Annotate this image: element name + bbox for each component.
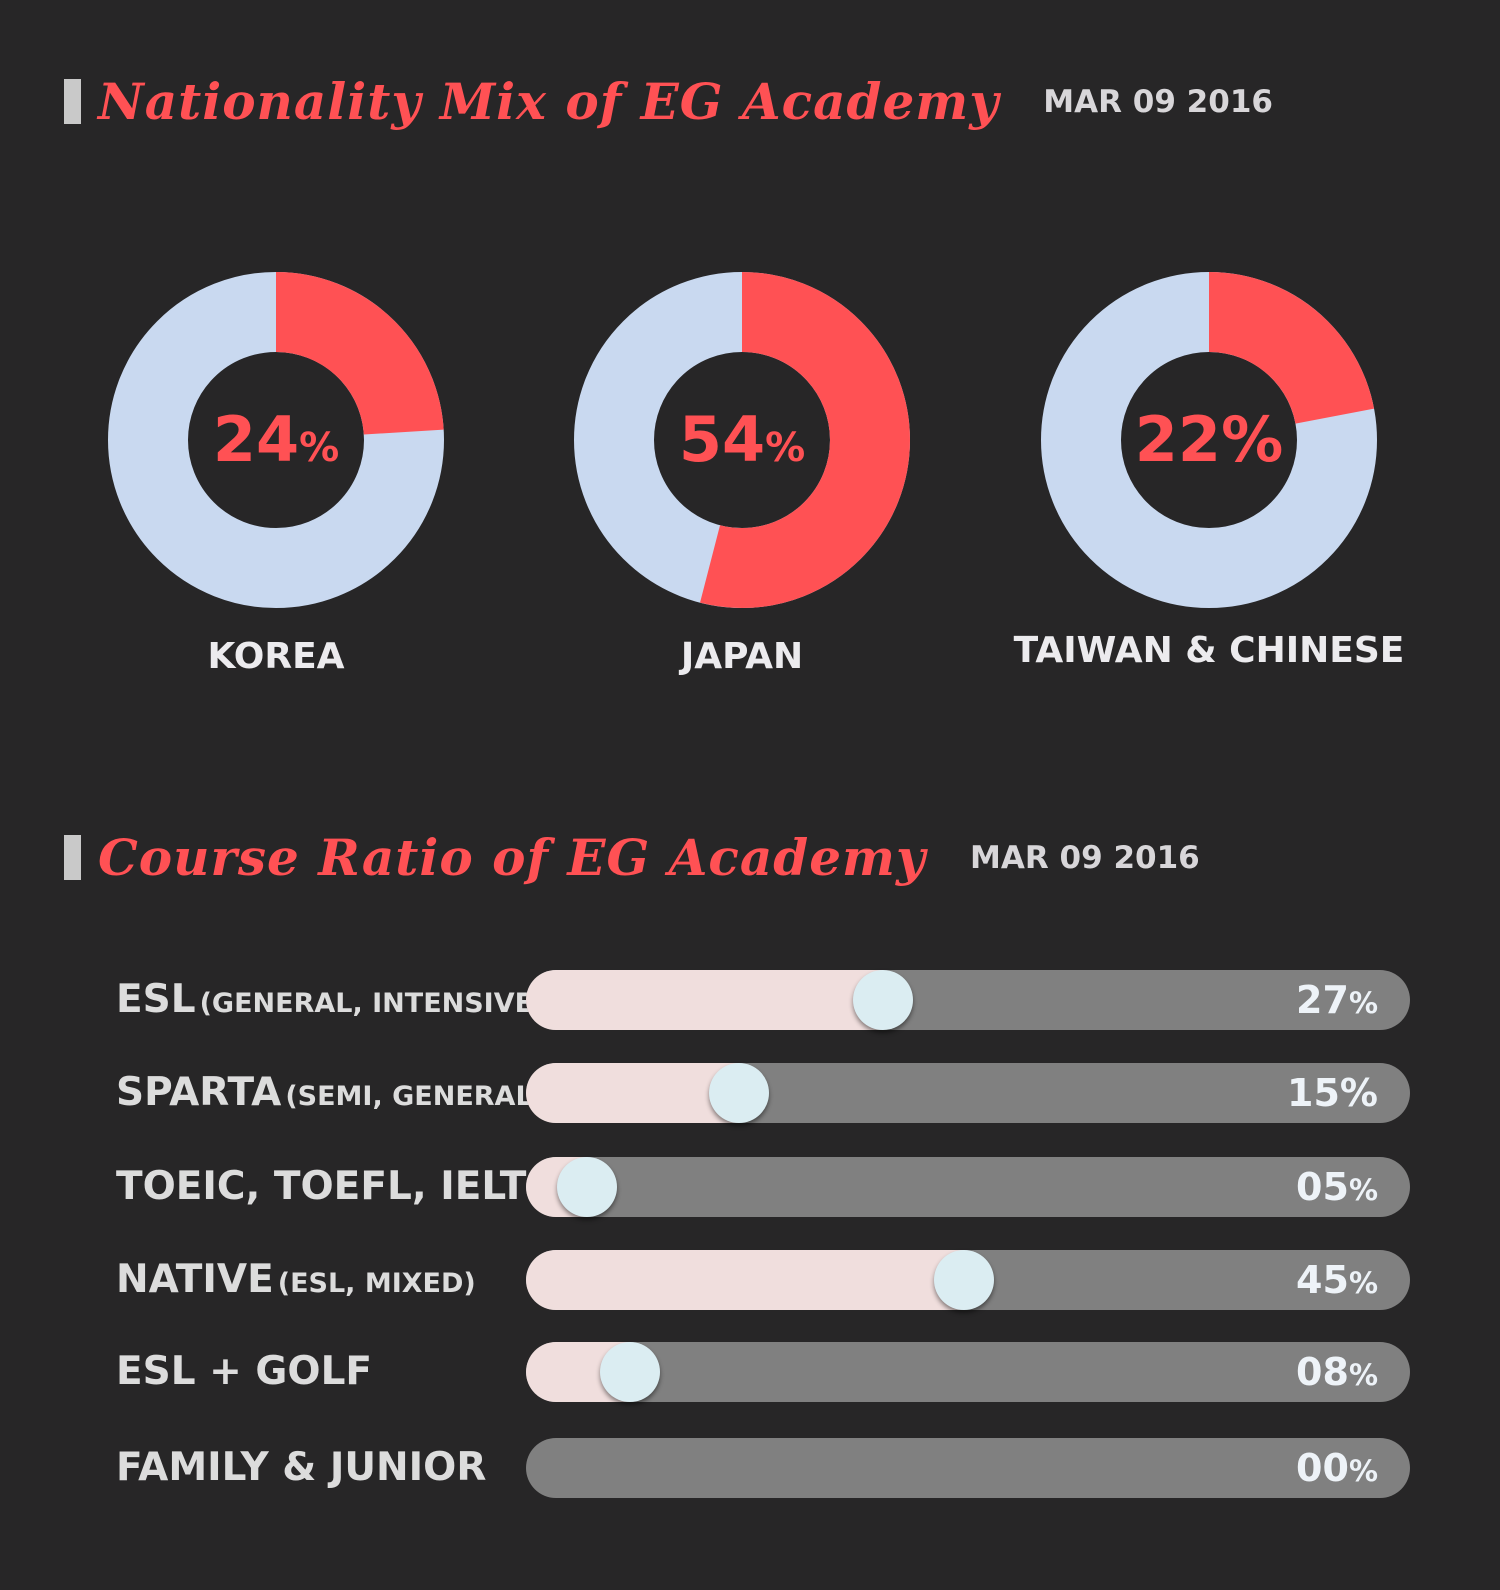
donut-value-label: 22% [1041,402,1377,478]
donut-japan: 54% JAPAN [574,272,910,677]
donut-value-number: 22 [1134,403,1222,476]
course-value-number: 15 [1287,1071,1340,1115]
course-bar-fill [526,1250,964,1310]
donut-value-number: 24 [212,403,300,476]
donut-category-label: TAIWAN & CHINESE [1013,630,1405,671]
donut-value-slice [108,272,444,608]
course-row: ESL (GENERAL, INTENSIVE) 27% [0,970,1500,1030]
course-value-number: 05 [1296,1165,1349,1209]
course-header: Course Ratio of EG Academy MAR 09 2016 [64,828,1200,887]
course-bar-value: 15% [1287,1063,1378,1123]
course-label-sub: (SEMI, GENERAL) [285,1081,545,1112]
course-bar-value: 27% [1296,970,1378,1030]
course-bar-value: 08% [1296,1342,1378,1402]
header-marker [64,835,81,880]
course-bar-knob [934,1250,994,1310]
course-bar-knob [557,1157,617,1217]
course-value-number: 45 [1296,1258,1349,1302]
course-bar-track: 00% [526,1438,1410,1498]
course-label: TOEIC, TOEFL, IELTS [116,1157,554,1217]
course-value-unit: % [1348,986,1378,1020]
donut-value-label: 24% [108,402,444,486]
course-label-sub: (ESL, MIXED) [277,1268,476,1299]
course-bar-value: 45% [1296,1250,1378,1310]
course-label-sub: (GENERAL, INTENSIVE) [199,988,546,1019]
course-label: ESL (GENERAL, INTENSIVE) [116,970,545,1030]
course-value-unit: % [1348,1454,1378,1488]
course-label-main: TOEIC, TOEFL, IELTS [116,1164,555,1209]
course-title: Course Ratio of EG Academy [98,828,927,887]
course-bar-knob [600,1342,660,1402]
course-bar-value: 05% [1296,1157,1378,1217]
course-bar-fill [526,1063,739,1123]
course-value-number: 00 [1296,1446,1349,1490]
course-value-unit: % [1348,1358,1378,1392]
course-bar-track: 08% [526,1342,1410,1402]
nationality-title: Nationality Mix of EG Academy [98,72,1000,131]
course-bar-knob [709,1063,769,1123]
course-bar-fill [526,970,883,1030]
course-label-main: ESL [116,977,196,1022]
course-row: NATIVE (ESL, MIXED) 45% [0,1250,1500,1310]
course-value-unit: % [1348,1266,1378,1300]
course-label-main: NATIVE [116,1257,274,1302]
course-label: FAMILY & JUNIOR [116,1438,486,1498]
donut-taiwan-chinese: 22% TAIWAN & CHINESE [1014,272,1404,671]
course-value-number: 27 [1296,978,1349,1022]
nationality-header: Nationality Mix of EG Academy MAR 09 201… [64,72,1273,131]
donut-category-label: JAPAN [680,636,804,677]
course-bar-track: 27% [526,970,1410,1030]
course-label-main: FAMILY & JUNIOR [116,1445,487,1490]
donut-value-unit: % [765,425,806,471]
donut-value-number: 54 [678,403,766,476]
course-row: FAMILY & JUNIOR 00% [0,1438,1500,1498]
course-label-main: SPARTA [116,1070,282,1115]
donut-value-slice [574,272,910,608]
course-bar-track: 05% [526,1157,1410,1217]
course-bar-knob [853,970,913,1030]
nationality-date: MAR 09 2016 [1043,83,1273,120]
course-label-main: ESL + GOLF [116,1349,373,1394]
course-value-unit: % [1348,1173,1378,1207]
course-bar-value: 00% [1296,1438,1378,1498]
donut-korea: 24% KOREA [108,272,444,677]
donut-category-label: KOREA [207,636,345,677]
donut-value-label: 54% [574,402,910,486]
course-row: TOEIC, TOEFL, IELTS 05% [0,1157,1500,1217]
course-value-unit: % [1339,1071,1378,1115]
course-label: ESL + GOLF [116,1342,372,1402]
course-row: SPARTA (SEMI, GENERAL) 15% [0,1063,1500,1123]
donut-value-unit: % [299,425,340,471]
course-bar-track: 15% [526,1063,1410,1123]
course-label: NATIVE (ESL, MIXED) [116,1250,476,1310]
course-row: ESL + GOLF 08% [0,1342,1500,1402]
donut-value-unit: % [1221,403,1284,476]
course-bar-track: 45% [526,1250,1410,1310]
header-marker [64,79,81,124]
course-date: MAR 09 2016 [970,839,1200,876]
course-label: SPARTA (SEMI, GENERAL) [116,1063,545,1123]
course-value-number: 08 [1296,1350,1349,1394]
donut-value-slice [1041,272,1377,608]
